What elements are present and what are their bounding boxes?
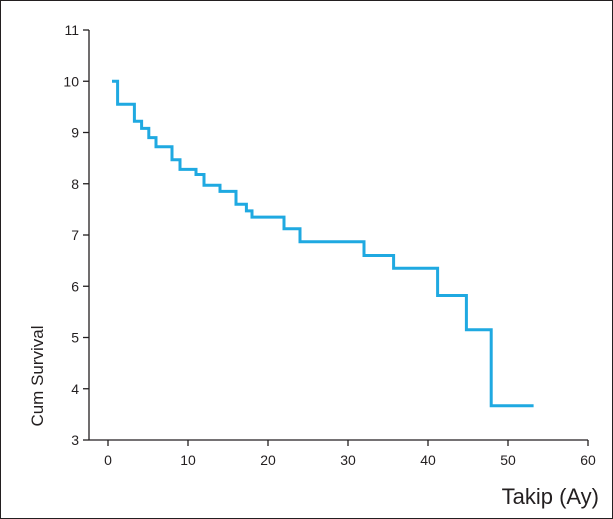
x-tick-label: 60 (580, 452, 596, 468)
y-tick-label: 11 (64, 22, 79, 38)
x-tick-label: 0 (104, 452, 112, 468)
x-tick-label: 20 (260, 452, 276, 468)
y-tick-label: 8 (71, 176, 79, 192)
series-layer (112, 79, 534, 408)
axes (88, 30, 588, 441)
y-tick-label: 9 (71, 125, 79, 141)
y-tick-label: 7 (71, 227, 79, 243)
axis-ticks: 3 4 5 6 7 8 9 10 11 0 10 20 30 40 50 60 (63, 22, 596, 468)
x-tick-label: 40 (420, 452, 436, 468)
y-tick-label: 6 (71, 278, 79, 294)
x-tick-label: 30 (340, 452, 356, 468)
y-tick-label: 5 (71, 330, 79, 346)
y-tick-label: 4 (71, 381, 79, 397)
y-axis-title: Cum Survival (28, 325, 47, 426)
y-tick-label: 3 (71, 432, 79, 448)
survival-step-line (112, 79, 534, 408)
x-tick-label: 50 (500, 452, 516, 468)
x-tick-label: 10 (180, 452, 196, 468)
x-axis-title: Takip (Ay) (502, 484, 599, 509)
y-tick-label: 10 (63, 73, 79, 89)
